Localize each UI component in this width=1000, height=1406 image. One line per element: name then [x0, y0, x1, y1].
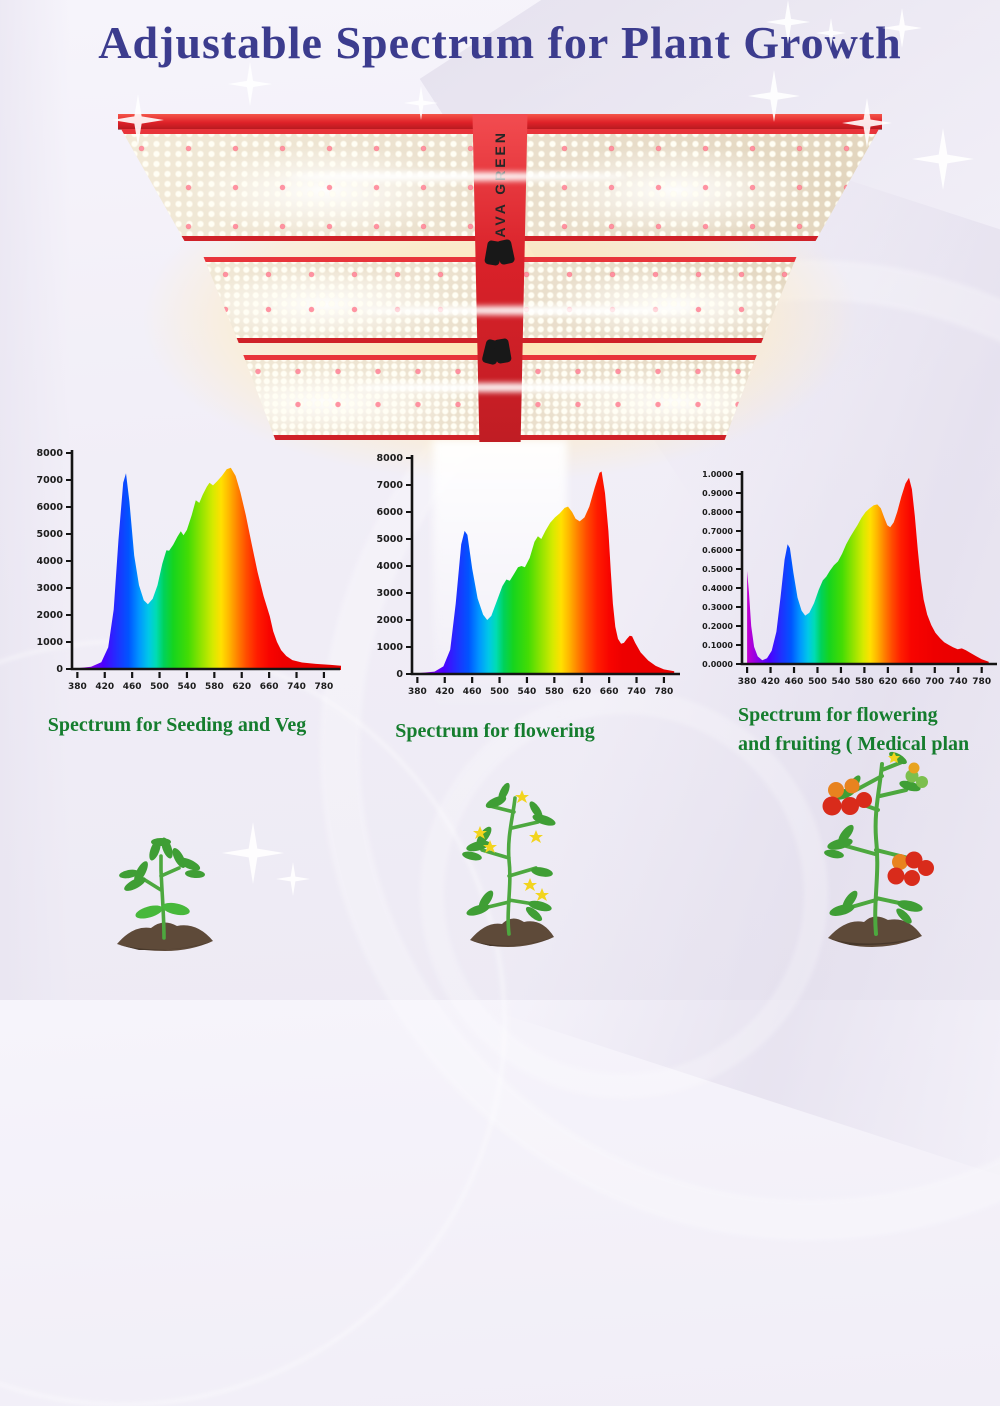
x-tick-label: 500 [490, 687, 509, 697]
x-tick-label: 460 [463, 687, 482, 697]
caption-line-2: and fruiting ( Medical plan [738, 733, 970, 755]
led-grow-light-fixture: BAVA GREEN [118, 110, 882, 450]
y-tick-label: 4000 [377, 561, 404, 572]
chart-caption-flowering: Spectrum for flowering [395, 720, 595, 742]
chart-caption-flowering-fruiting: Spectrum for flowering and fruiting ( Me… [738, 701, 1000, 759]
spectrum-curve [77, 467, 342, 670]
x-tick-label: 380 [408, 687, 427, 697]
y-tick-label: 0.6000 [702, 546, 733, 555]
x-tick-label: 660 [260, 682, 279, 692]
x-tick-label: 740 [627, 687, 646, 697]
x-tick-label: 780 [655, 687, 674, 697]
y-tick-label: 5000 [37, 529, 64, 540]
x-tick-label: 420 [95, 682, 114, 692]
x-tick-label: 780 [315, 682, 334, 692]
soil-mound [470, 918, 554, 947]
x-tick-label: 740 [287, 682, 306, 692]
tomato-cluster-right [887, 851, 934, 886]
x-tick-label: 620 [572, 687, 591, 697]
y-tick-label: 0.9000 [702, 489, 733, 498]
x-tick-label: 660 [902, 677, 921, 687]
fruiting-plant-illustration [822, 751, 934, 947]
spectrum-chart-flowering-fruiting: 1.0000 0.9000 0.8000 0.7000 0.6000 0.5000 0.40… [702, 470, 997, 687]
y-tick-label: 0 [56, 664, 63, 675]
x-tick-label: 580 [855, 677, 874, 687]
y-tick-label: 7000 [37, 475, 64, 486]
y-tick-label: 4000 [37, 556, 64, 567]
y-tick-label: 0.1000 [702, 641, 733, 650]
y-tick-label: 2000 [37, 610, 64, 621]
x-tick-label: 660 [600, 687, 619, 697]
y-tick-label: 8000 [377, 453, 404, 464]
y-tick-label: 3000 [37, 583, 64, 594]
tomato-cluster-top [822, 778, 872, 816]
y-tick-label: 1000 [37, 637, 64, 648]
x-tick-label: 540 [518, 687, 537, 697]
x-tick-label: 500 [150, 682, 169, 692]
x-tick-label: 580 [205, 682, 224, 692]
stem [480, 796, 540, 936]
leaf-cluster [119, 837, 205, 891]
green-tomatoes [888, 752, 928, 788]
y-tick-label: 0 [396, 669, 403, 680]
y-tick-label: 8000 [37, 448, 64, 459]
x-tick-label: 540 [178, 682, 197, 692]
y-tick-label: 6000 [377, 507, 404, 518]
x-tick-label: 420 [435, 687, 454, 697]
x-tick-label: 620 [878, 677, 897, 687]
y-tick-label: 0.7000 [702, 527, 733, 536]
spectrum-chart-flowering: 8000 7000 6000 5000 4000 3000 2000 1000 0 380 420 4… [377, 453, 680, 697]
x-tick-label: 460 [785, 677, 804, 687]
x-tick-label: 740 [949, 677, 968, 687]
y-tick-label: 6000 [37, 502, 64, 513]
yellow-flowers [473, 790, 549, 901]
flowering-plant-illustration [462, 782, 556, 947]
y-tick-label: 1000 [377, 642, 404, 653]
y-tick-label: 3000 [377, 588, 404, 599]
y-tick-label: 7000 [377, 480, 404, 491]
y-tick-label: 0.5000 [702, 565, 733, 574]
x-tick-label: 700 [925, 677, 944, 687]
x-tick-label: 580 [545, 687, 564, 697]
page-title: Adjustable Spectrum for Plant Growth [98, 17, 902, 68]
light-streak [363, 306, 693, 315]
x-tick-label: 540 [832, 677, 851, 687]
x-tick-label: 380 [738, 677, 757, 687]
y-tick-label: 0.4000 [702, 584, 733, 593]
light-streak [288, 172, 628, 181]
y-tick-label: 2000 [377, 615, 404, 626]
leaf-cluster [462, 782, 556, 922]
x-tick-label: 500 [808, 677, 827, 687]
y-tick-label: 5000 [377, 534, 404, 545]
brand-label: BAVA GREEN [492, 130, 508, 251]
spectrum-chart-seeding-veg: 8000 7000 6000 5000 4000 3000 2000 1000 0 380 420 4… [37, 448, 342, 692]
stem [143, 854, 181, 940]
seedling-plant-illustration [117, 837, 213, 951]
x-tick-label: 380 [68, 682, 87, 692]
y-tick-label: 0.3000 [702, 603, 733, 612]
x-tick-label: 780 [972, 677, 991, 687]
spectrum-curve [417, 471, 675, 675]
x-tick-label: 620 [232, 682, 251, 692]
y-tick-label: 0.0000 [702, 660, 733, 669]
chart-caption-seeding-veg: Spectrum for Seeding and Veg [47, 714, 307, 736]
x-tick-label: 420 [761, 677, 780, 687]
y-tick-label: 0.2000 [702, 622, 733, 631]
light-streak [353, 383, 653, 392]
x-tick-label: 460 [123, 682, 142, 692]
y-tick-label: 1.0000 [702, 470, 733, 479]
y-tick-label: 0.8000 [702, 508, 733, 517]
spectrum-curve [747, 477, 989, 665]
caption-line-1: Spectrum for flowering [738, 704, 938, 726]
